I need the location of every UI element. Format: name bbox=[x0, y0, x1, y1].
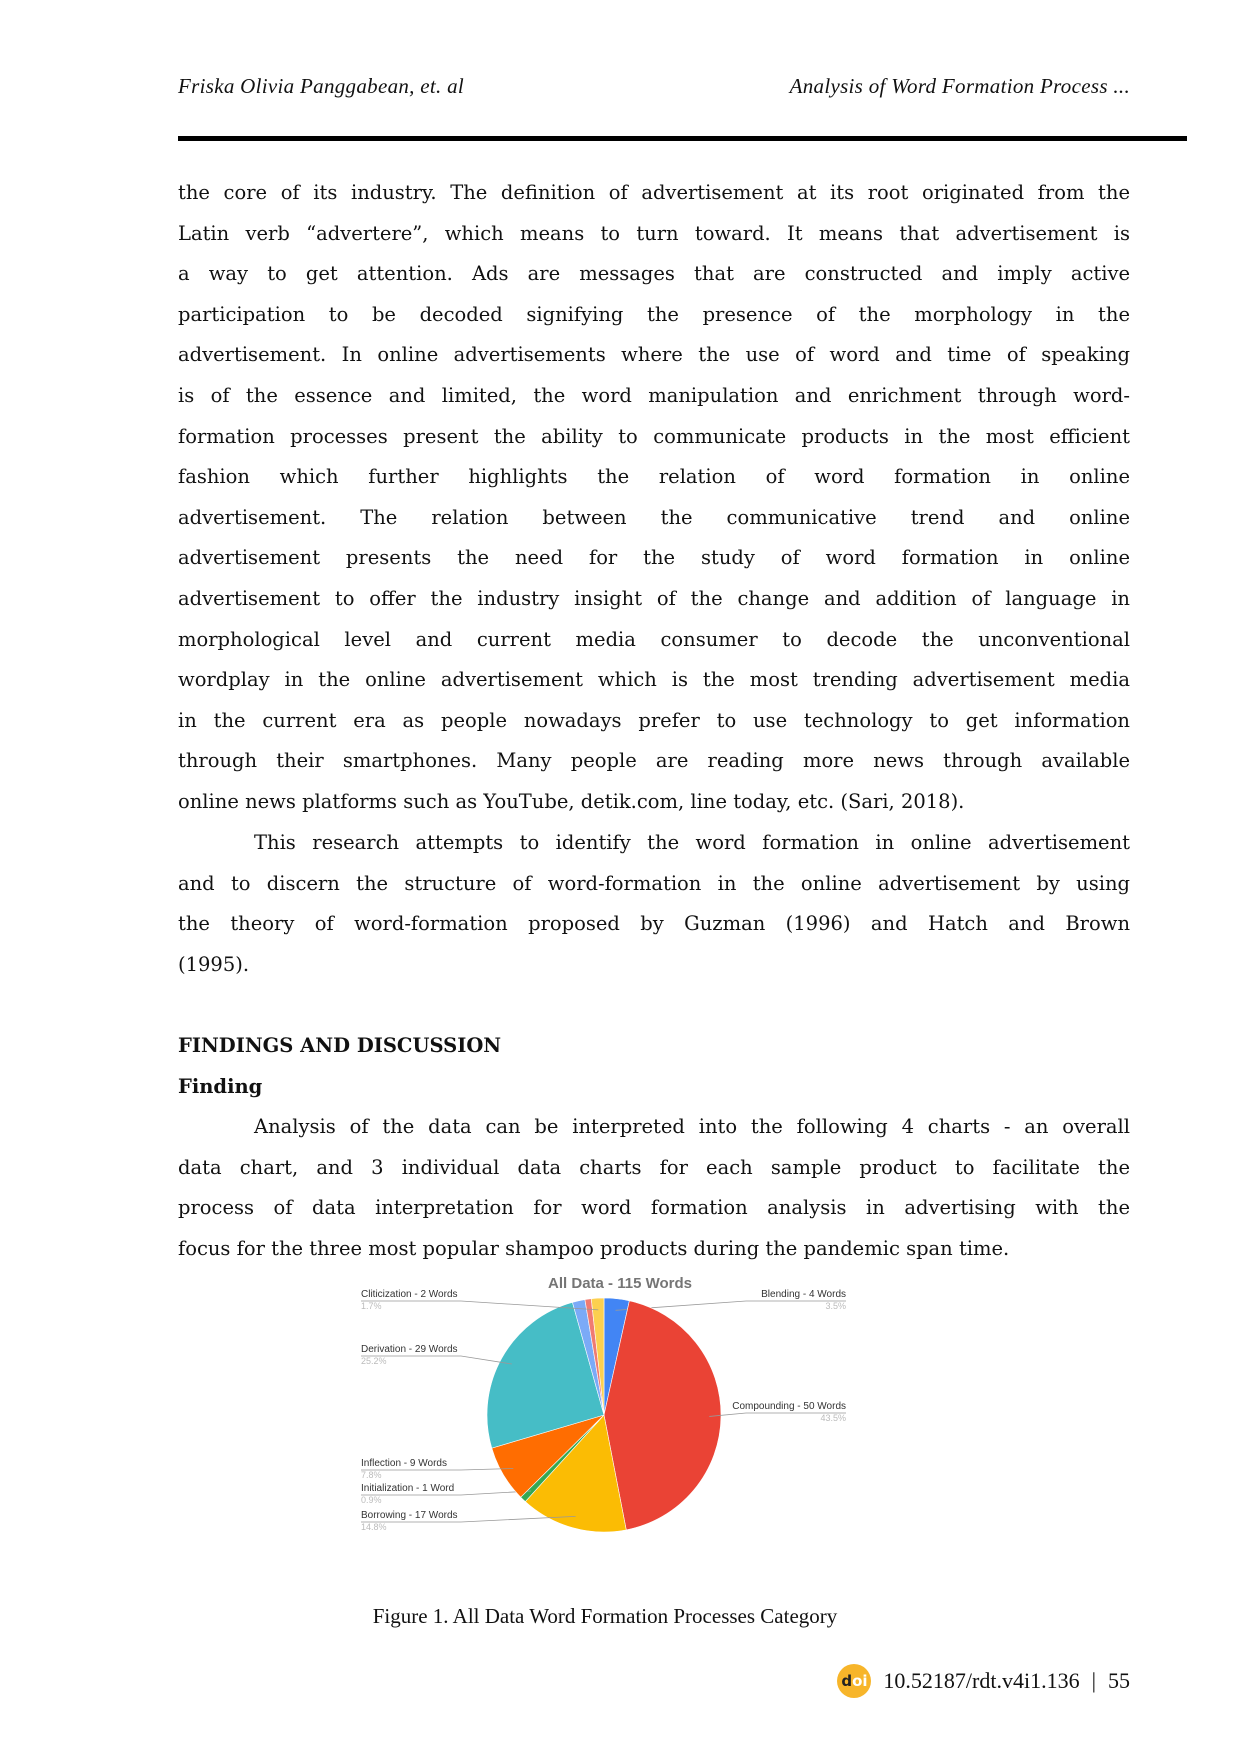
slice-percent: 43.5% bbox=[820, 1413, 846, 1423]
slice-percent: 3.5% bbox=[825, 1301, 846, 1311]
text-line: Analysis of the data can be interpreted … bbox=[254, 1115, 1130, 1138]
leader-line bbox=[361, 1468, 514, 1471]
subsection-heading: Finding bbox=[178, 1074, 263, 1098]
body-paragraph-1: the core of its industry. The definition… bbox=[178, 173, 1130, 823]
chart-title: All Data - 115 Words bbox=[548, 1275, 692, 1292]
leader-line bbox=[361, 1490, 532, 1496]
pie-slice bbox=[590, 1297, 605, 1416]
slice-percent: 7.8% bbox=[361, 1470, 382, 1480]
footer-separator: | bbox=[1091, 1668, 1096, 1693]
text-line: the theory of word-formation proposed by… bbox=[178, 912, 1130, 936]
slice-label: Blending - 4 Words bbox=[761, 1289, 846, 1300]
pie-slice bbox=[603, 1300, 722, 1531]
text-line: online news platforms such as YouTube, d… bbox=[178, 789, 965, 813]
text-line: through their smartphones. Many people a… bbox=[178, 749, 1130, 773]
page-number: 55 bbox=[1108, 1668, 1130, 1693]
text-line: advertisement. In online advertisements … bbox=[178, 343, 1130, 367]
text-line: in the current era as people nowadays pr… bbox=[178, 708, 1130, 732]
slice-label: Inflection - 9 Words bbox=[361, 1458, 447, 1469]
text-line: wordplay in the online advertisement whi… bbox=[178, 668, 1130, 692]
slice-percent: 1.7% bbox=[361, 1301, 382, 1311]
slice-label: Initialization - 1 Word bbox=[361, 1483, 454, 1494]
text-line: participation to be decoded signifying t… bbox=[178, 302, 1130, 326]
header-rule bbox=[178, 136, 1187, 141]
slice-label: Cliticization - 2 Words bbox=[361, 1289, 458, 1300]
text-line: advertisement presents the need for the … bbox=[178, 546, 1130, 570]
text-line: focus for the three most popular shampoo… bbox=[178, 1236, 1010, 1260]
text-line: and to discern the structure of word-for… bbox=[178, 871, 1130, 895]
text-line: formation processes present the ability … bbox=[178, 424, 1130, 448]
text-line: This research attempts to identify the w… bbox=[254, 831, 1130, 854]
footer-doi[interactable]: 10.52187/rdt.v4i1.136 bbox=[883, 1668, 1080, 1693]
leader-line bbox=[361, 1300, 599, 1311]
pie-slice bbox=[524, 1414, 627, 1533]
running-header-title: Analysis of Word Formation Process ... bbox=[789, 74, 1130, 98]
text-line: morphological level and current media co… bbox=[178, 627, 1130, 651]
leader-line bbox=[709, 1412, 846, 1417]
body-paragraph-2: This research attempts to identify the w… bbox=[178, 823, 1130, 985]
text-line: the core of its industry. The definition… bbox=[178, 181, 1130, 204]
doi-logo: d oi bbox=[837, 1664, 872, 1698]
leader-line bbox=[615, 1300, 846, 1311]
footer: d oi 10.52187/rdt.v4i1.136 | 55 bbox=[837, 1664, 1130, 1698]
text-line: is of the essence and limited, the word … bbox=[178, 383, 1130, 407]
figure-caption: Figure 1. All Data Word Formation Proces… bbox=[372, 1604, 838, 1628]
section-heading: FINDINGS AND DISCUSSION bbox=[178, 1034, 502, 1057]
slice-label: Compounding - 50 Words bbox=[732, 1401, 846, 1412]
text-line: Latin verb “advertere”, which means to t… bbox=[178, 221, 1130, 245]
slice-percent: 0.9% bbox=[361, 1495, 382, 1505]
text-line: (1995). bbox=[178, 952, 250, 976]
pie-slice bbox=[486, 1301, 605, 1449]
text-line: fashion which further highlights the rel… bbox=[178, 465, 1130, 489]
text-line: advertisement. The relation between the … bbox=[178, 505, 1130, 529]
text-line: data chart, and 3 individual data charts… bbox=[178, 1155, 1130, 1179]
leader-line bbox=[361, 1515, 576, 1523]
slice-percent: 25.2% bbox=[361, 1356, 387, 1366]
slice-label: Derivation - 29 Words bbox=[361, 1344, 458, 1355]
leader-line bbox=[361, 1355, 512, 1365]
text-line: process of data interpretation for word … bbox=[178, 1196, 1130, 1220]
text-line: a way to get attention. Ads are messages… bbox=[178, 262, 1130, 286]
slice-label: Borrowing - 17 Words bbox=[361, 1510, 458, 1521]
text-line: advertisement to offer the industry insi… bbox=[178, 586, 1130, 610]
running-header-author: Friska Olivia Panggabean, et. al bbox=[178, 74, 465, 98]
body-paragraph-3: Analysis of the data can be interpreted … bbox=[178, 1107, 1130, 1269]
slice-percent: 14.8% bbox=[361, 1522, 387, 1532]
